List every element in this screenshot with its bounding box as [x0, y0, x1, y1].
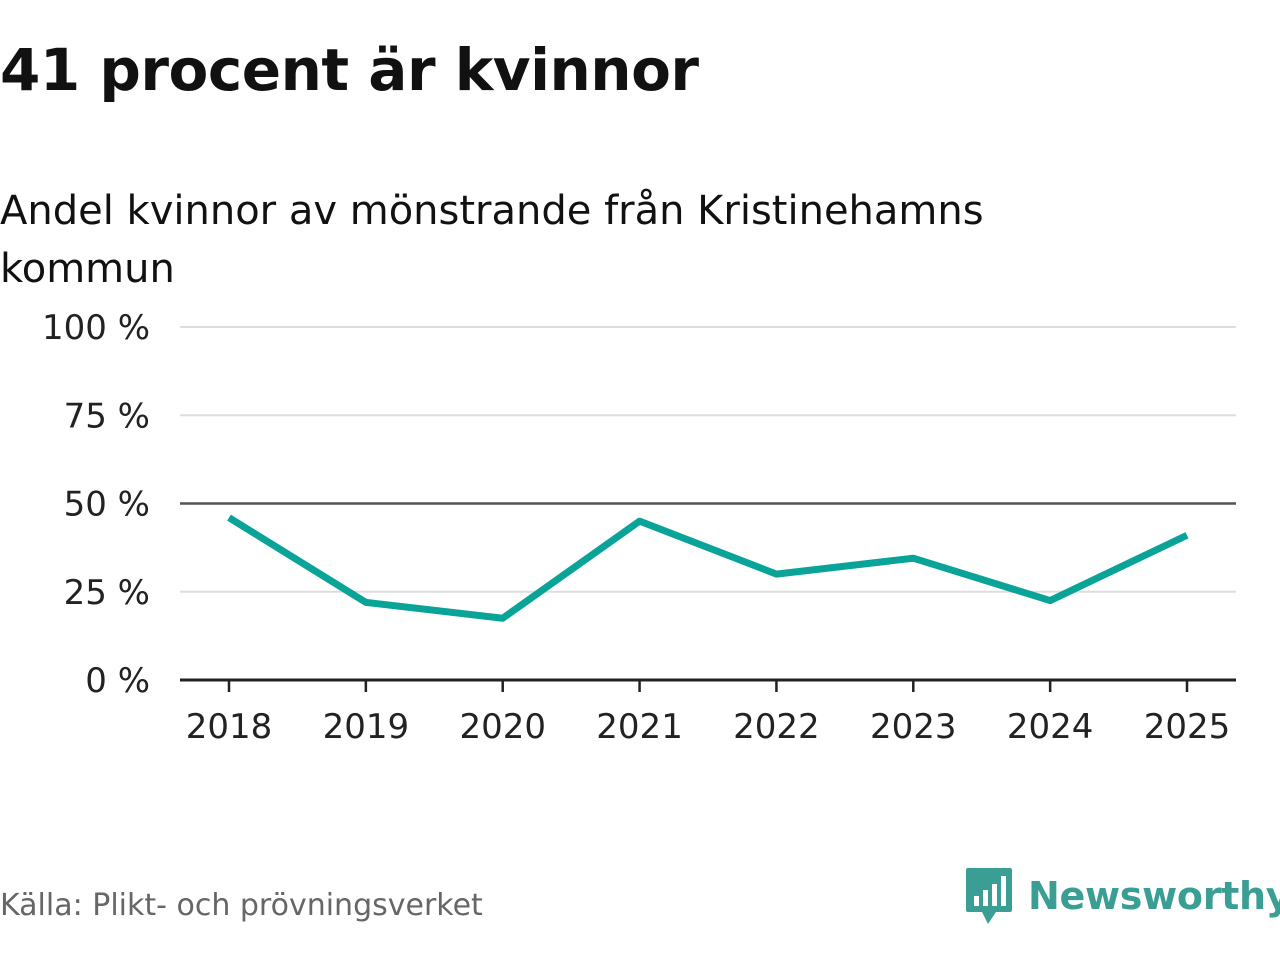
- x-axis: 2018 2019 2020 2021 2022 2023 2024 2025: [186, 680, 1231, 747]
- y-tick-label: 75 %: [64, 396, 150, 436]
- x-tick-label: 2024: [1007, 707, 1094, 747]
- x-tick-label: 2021: [596, 707, 683, 747]
- y-tick-label: 0 %: [85, 661, 150, 701]
- y-axis-ticks: 0 % 25 % 50 % 75 % 100 %: [42, 308, 150, 701]
- x-tick-label: 2019: [323, 707, 410, 747]
- brand-name: Newsworthy: [1028, 874, 1280, 918]
- chart-subtitle: Andel kvinnor av mönstrande från Kristin…: [0, 188, 984, 292]
- y-tick-label: 50 %: [64, 485, 150, 525]
- source-note: Källa: Plikt- och prövningsverket: [0, 888, 483, 923]
- line-chart: 0 % 25 % 50 % 75 % 100 % 2018 2019 2020 2021 202…: [42, 308, 1236, 747]
- series-line: [227, 514, 1189, 622]
- brand-logo: Newsworthy: [964, 866, 1280, 926]
- series-layer: [227, 514, 1189, 622]
- y-tick-label: 100 %: [42, 308, 150, 348]
- newsworthy-logo-icon: [966, 868, 1012, 924]
- chart-title: 41 procent är kvinnor: [0, 36, 699, 104]
- y-tick-label: 25 %: [64, 573, 150, 613]
- gridlines: [180, 326, 1236, 682]
- x-tick-label: 2018: [186, 707, 273, 747]
- x-tick-label: 2023: [870, 707, 957, 747]
- x-tick-label: 2025: [1144, 707, 1231, 747]
- x-tick-label: 2022: [733, 707, 820, 747]
- x-tick-label: 2020: [459, 707, 546, 747]
